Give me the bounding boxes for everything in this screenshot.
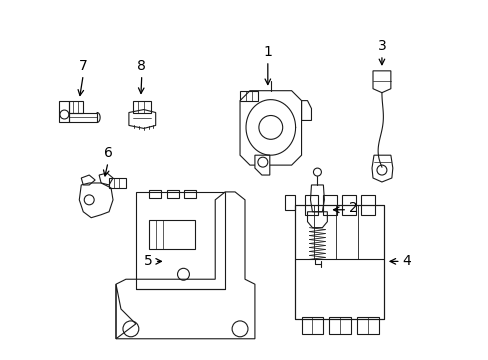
Text: 3: 3 (377, 39, 386, 53)
Text: 7: 7 (79, 59, 87, 73)
Text: 8: 8 (137, 59, 146, 73)
Text: 2: 2 (348, 201, 357, 215)
Text: 6: 6 (103, 146, 112, 160)
Text: 4: 4 (402, 255, 411, 268)
Text: 1: 1 (263, 45, 272, 59)
Polygon shape (254, 155, 269, 175)
Text: 5: 5 (143, 255, 152, 268)
